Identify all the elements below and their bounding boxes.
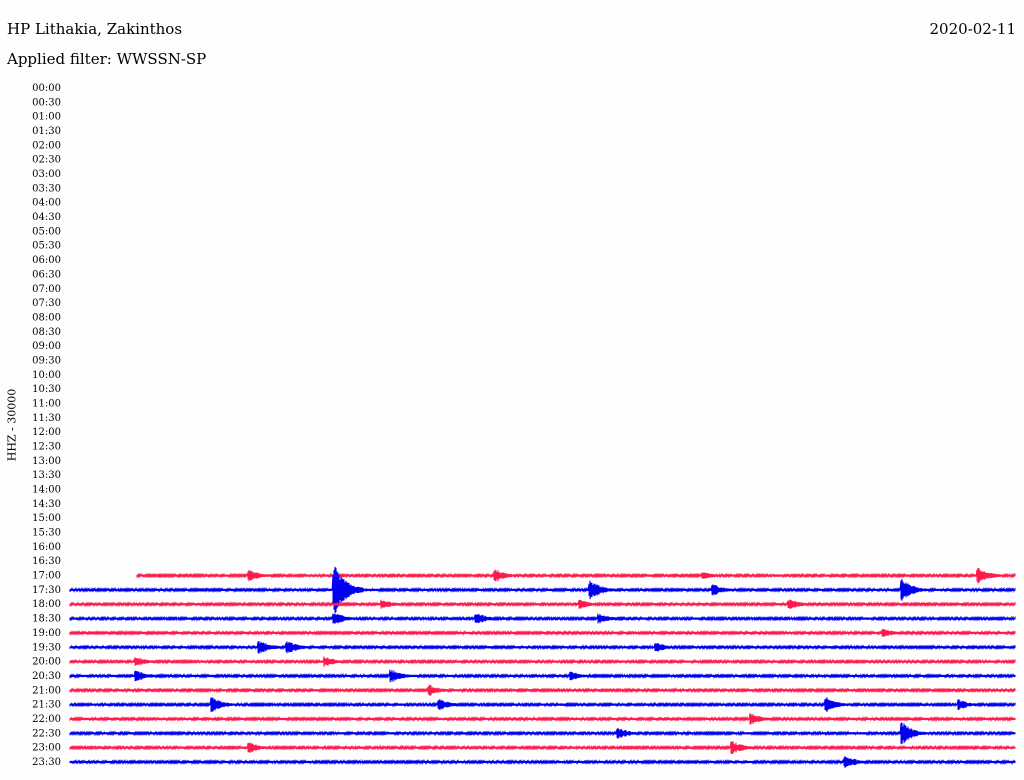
row-label-2130: 21:30 <box>32 700 61 711</box>
row-label-0000: 00:00 <box>32 83 61 94</box>
row-label-0630: 06:30 <box>32 269 61 280</box>
row-label-1600: 16:00 <box>32 542 61 553</box>
row-label-1400: 14:00 <box>32 485 61 496</box>
row-label-0730: 07:30 <box>32 298 61 309</box>
row-label-1900: 19:00 <box>32 628 61 639</box>
row-label-1930: 19:30 <box>32 642 61 653</box>
trace-row-1800 <box>69 599 1016 609</box>
trace-row-1730 <box>69 566 1016 614</box>
row-label-1130: 11:30 <box>32 413 61 424</box>
row-label-0600: 06:00 <box>32 255 61 266</box>
trace-row-2100 <box>69 684 1016 696</box>
row-label-1700: 17:00 <box>32 571 61 582</box>
row-label-2200: 22:00 <box>32 714 61 725</box>
trace-row-1900 <box>69 629 1016 637</box>
station-title: HP Lithakia, Zakinthos <box>7 20 183 38</box>
trace-row-2230 <box>69 722 1016 745</box>
row-labels: 00:00 00:30 01:00 01:30 02:00 02:30 03:00 03:30… <box>32 83 61 768</box>
trace-row-1700 <box>136 567 1016 584</box>
row-label-1830: 18:30 <box>32 614 61 625</box>
row-label-0300: 03:00 <box>32 169 61 180</box>
row-label-1430: 14:30 <box>32 499 61 510</box>
row-label-2300: 23:00 <box>32 743 61 754</box>
row-label-0900: 09:00 <box>32 341 61 352</box>
row-label-0830: 08:30 <box>32 327 61 338</box>
row-label-0100: 01:00 <box>32 112 61 123</box>
row-label-0030: 00:30 <box>32 97 61 108</box>
row-label-0500: 05:00 <box>32 226 61 237</box>
row-label-1800: 18:00 <box>32 599 61 610</box>
row-label-0400: 04:00 <box>32 198 61 209</box>
row-label-2100: 21:00 <box>32 685 61 696</box>
row-label-1300: 13:00 <box>32 456 61 467</box>
row-label-0330: 03:30 <box>32 183 61 194</box>
row-label-1500: 15:00 <box>32 513 61 524</box>
row-label-1630: 16:30 <box>32 556 61 567</box>
trace-row-2330 <box>69 756 1016 768</box>
row-label-1100: 11:00 <box>32 398 61 409</box>
row-label-1530: 15:30 <box>32 528 61 539</box>
row-label-0430: 04:30 <box>32 212 61 223</box>
row-label-2000: 20:00 <box>32 657 61 668</box>
row-label-1730: 17:30 <box>32 585 61 596</box>
trace-row-2030 <box>69 669 1016 683</box>
trace-row-2130 <box>69 697 1016 713</box>
row-label-2230: 22:30 <box>32 728 61 739</box>
row-label-2330: 23:30 <box>32 757 61 768</box>
row-label-0930: 09:30 <box>32 355 61 366</box>
filter-label: Applied filter: <box>7 50 112 68</box>
row-label-1330: 13:30 <box>32 470 61 481</box>
row-label-0200: 02:00 <box>32 140 61 151</box>
row-label-0700: 07:00 <box>32 284 61 295</box>
recording-date: 2020-02-11 <box>929 20 1016 38</box>
filter-value: WWSSN-SP <box>116 50 207 68</box>
row-label-1200: 12:00 <box>32 427 61 438</box>
row-label-0800: 08:00 <box>32 312 61 323</box>
row-label-2030: 20:30 <box>32 671 61 682</box>
row-label-1230: 12:30 <box>32 442 61 453</box>
trace-row-2200 <box>69 713 1016 725</box>
row-label-0230: 02:30 <box>32 155 61 166</box>
row-label-1000: 10:00 <box>32 370 61 381</box>
filter-line: Applied filter: WWSSN-SP <box>7 50 206 68</box>
row-label-0530: 05:30 <box>32 241 61 252</box>
seismic-traces <box>69 566 1016 768</box>
trace-row-2300 <box>69 741 1016 754</box>
trace-row-1930 <box>69 640 1016 654</box>
row-label-1030: 10:30 <box>32 384 61 395</box>
trace-row-2000 <box>69 656 1016 667</box>
row-label-0130: 01:30 <box>32 126 61 137</box>
trace-row-1830 <box>69 613 1016 624</box>
